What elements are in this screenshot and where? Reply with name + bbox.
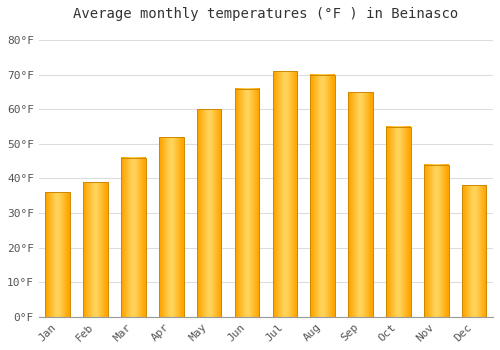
Bar xyxy=(272,71,297,317)
Bar xyxy=(424,164,448,317)
Bar xyxy=(348,92,373,317)
Bar xyxy=(386,127,410,317)
Bar xyxy=(46,192,70,317)
Bar xyxy=(310,75,335,317)
Bar xyxy=(159,137,184,317)
Bar xyxy=(121,158,146,317)
Bar xyxy=(197,109,222,317)
Title: Average monthly temperatures (°F ) in Beinasco: Average monthly temperatures (°F ) in Be… xyxy=(74,7,458,21)
Bar xyxy=(84,182,108,317)
Bar xyxy=(234,89,260,317)
Bar xyxy=(462,186,486,317)
